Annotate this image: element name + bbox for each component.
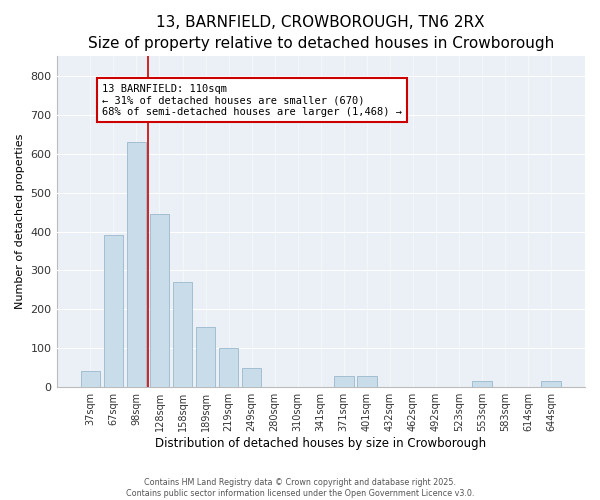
Text: Contains HM Land Registry data © Crown copyright and database right 2025.
Contai: Contains HM Land Registry data © Crown c…	[126, 478, 474, 498]
Bar	[541, 382, 561, 387]
Bar	[104, 236, 123, 387]
Bar	[173, 282, 193, 387]
Title: 13, BARNFIELD, CROWBOROUGH, TN6 2RX
Size of property relative to detached houses: 13, BARNFIELD, CROWBOROUGH, TN6 2RX Size…	[88, 15, 554, 51]
X-axis label: Distribution of detached houses by size in Crowborough: Distribution of detached houses by size …	[155, 437, 487, 450]
Bar	[219, 348, 238, 387]
Bar	[334, 376, 353, 387]
Bar	[242, 368, 262, 387]
Bar	[196, 327, 215, 387]
Bar	[80, 371, 100, 387]
Bar	[149, 214, 169, 387]
Text: 13 BARNFIELD: 110sqm
← 31% of detached houses are smaller (670)
68% of semi-deta: 13 BARNFIELD: 110sqm ← 31% of detached h…	[102, 84, 402, 117]
Bar	[472, 382, 492, 387]
Bar	[357, 376, 377, 387]
Y-axis label: Number of detached properties: Number of detached properties	[15, 134, 25, 310]
Bar	[127, 142, 146, 387]
